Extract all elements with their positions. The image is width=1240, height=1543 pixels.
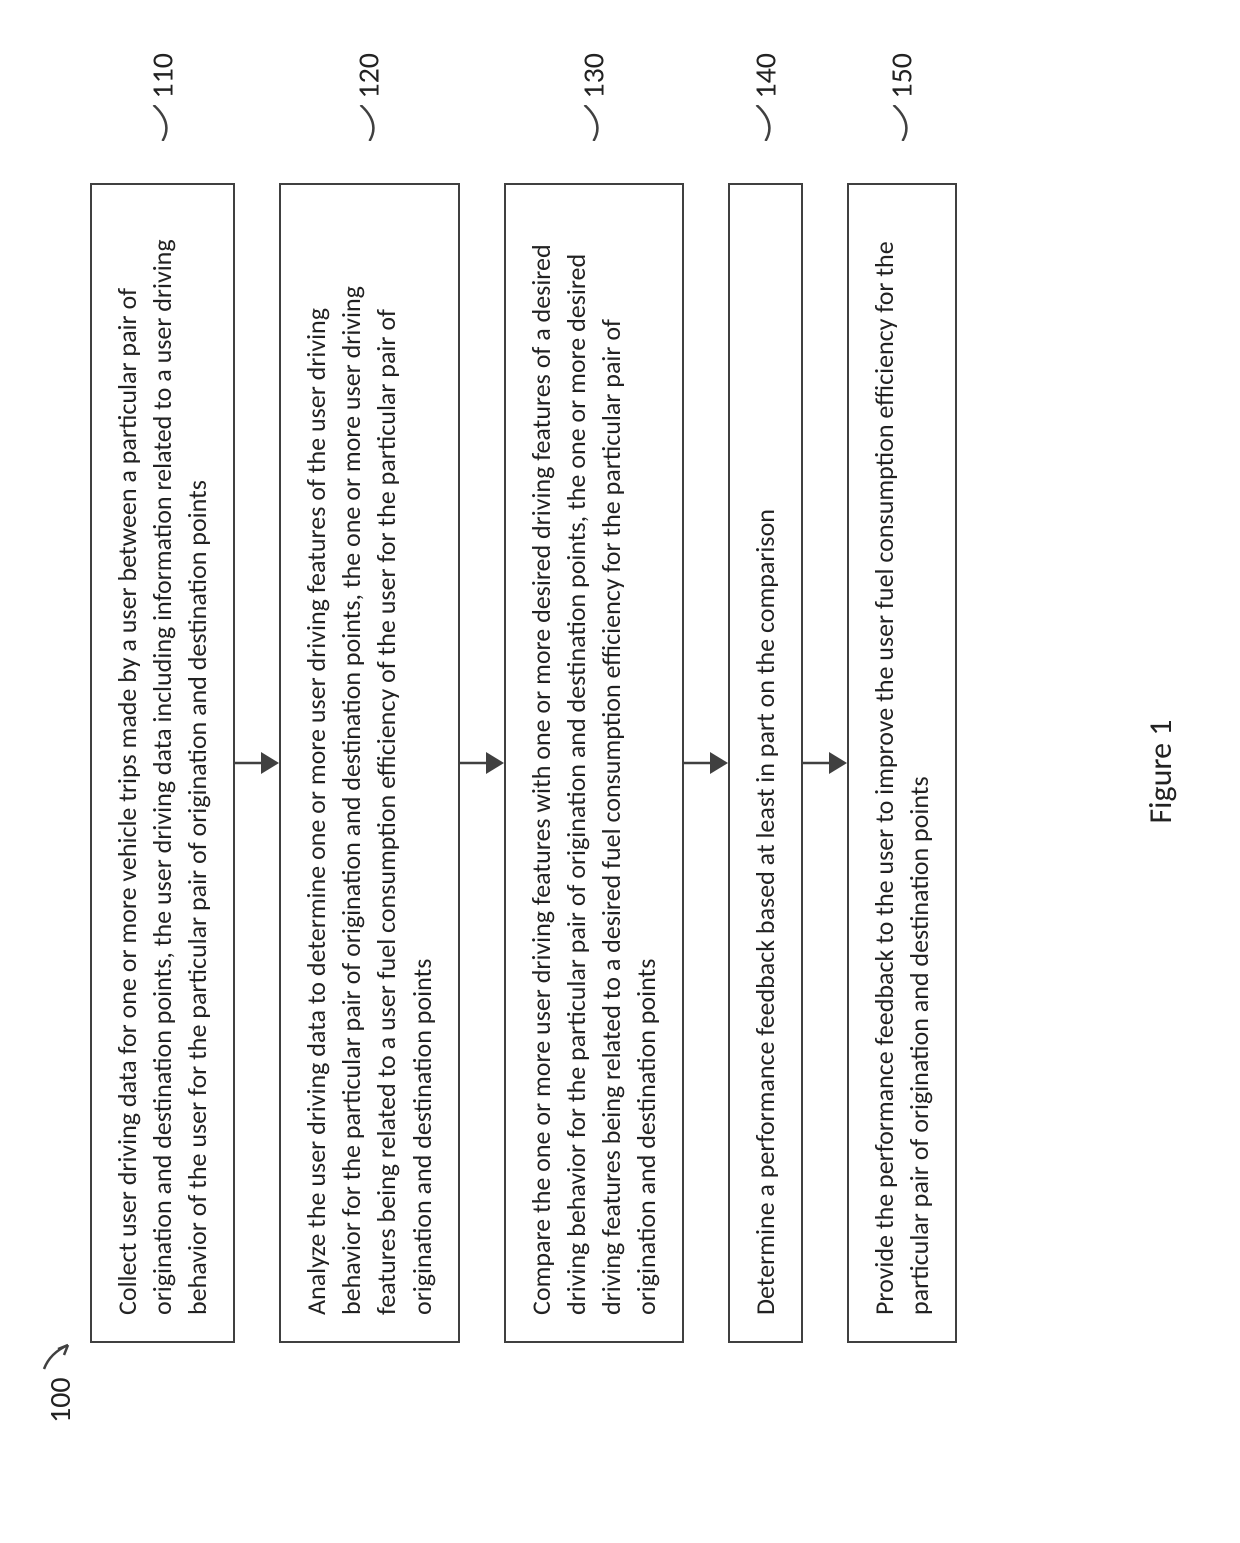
- flow-node-ref: 130: [575, 53, 612, 141]
- flow-node: Provide the performance feedback to the …: [847, 183, 957, 1343]
- flow-node-text: Analyze the user driving data to determi…: [300, 286, 437, 1315]
- flow-node-ref: 110: [144, 53, 181, 141]
- flow-node-text: Collect user driving data for one or mor…: [111, 239, 213, 1315]
- ref-hook-icon: [755, 105, 777, 141]
- figure-label: Figure 1: [1141, 719, 1180, 823]
- flow-node-ref: 140: [747, 53, 784, 141]
- flow-arrow: [460, 183, 504, 1343]
- flowchart: Collect user driving data for one or mor…: [90, 183, 957, 1343]
- flow-node-box: Determine a performance feedback based a…: [728, 183, 803, 1343]
- flow-node: Collect user driving data for one or mor…: [90, 183, 235, 1343]
- flow-node-ref-number: 130: [575, 53, 612, 99]
- arrow-down-icon: [803, 752, 847, 774]
- flow-arrow: [684, 183, 728, 1343]
- diagram-ref-arrow-icon: [40, 1333, 80, 1373]
- flow-node-text: Compare the one or more user driving fea…: [525, 244, 662, 1315]
- diagram-ref-number: 100: [42, 1377, 79, 1423]
- flow-node-box: Analyze the user driving data to determi…: [279, 183, 459, 1343]
- flow-node: Determine a performance feedback based a…: [728, 183, 803, 1343]
- ref-hook-icon: [891, 105, 913, 141]
- flow-arrow: [803, 183, 847, 1343]
- flow-node-box: Provide the performance feedback to the …: [847, 183, 957, 1343]
- flow-node-ref: 150: [884, 53, 921, 141]
- ref-hook-icon: [152, 105, 174, 141]
- ref-hook-icon: [358, 105, 380, 141]
- flow-node-ref: 120: [351, 53, 388, 141]
- flow-arrow: [235, 183, 279, 1343]
- flow-node-ref-number: 140: [747, 53, 784, 99]
- diagram-stage: 100 Collect user driving data for one or…: [0, 0, 1240, 1543]
- diagram-ref: 100: [40, 1333, 80, 1423]
- flow-node-ref-number: 110: [144, 53, 181, 99]
- flow-node: Analyze the user driving data to determi…: [279, 183, 459, 1343]
- arrow-down-icon: [460, 752, 504, 774]
- flow-node-text: Provide the performance feedback to the …: [868, 241, 935, 1315]
- arrow-down-icon: [235, 752, 279, 774]
- flow-node-ref-number: 150: [884, 53, 921, 99]
- flow-node-ref-number: 120: [351, 53, 388, 99]
- flow-node-text: Determine a performance feedback based a…: [749, 509, 781, 1315]
- flow-node-box: Compare the one or more user driving fea…: [504, 183, 684, 1343]
- flow-node-box: Collect user driving data for one or mor…: [90, 183, 235, 1343]
- rotated-canvas: 100 Collect user driving data for one or…: [0, 0, 1240, 1543]
- flow-node: Compare the one or more user driving fea…: [504, 183, 684, 1343]
- arrow-down-icon: [684, 752, 728, 774]
- ref-hook-icon: [583, 105, 605, 141]
